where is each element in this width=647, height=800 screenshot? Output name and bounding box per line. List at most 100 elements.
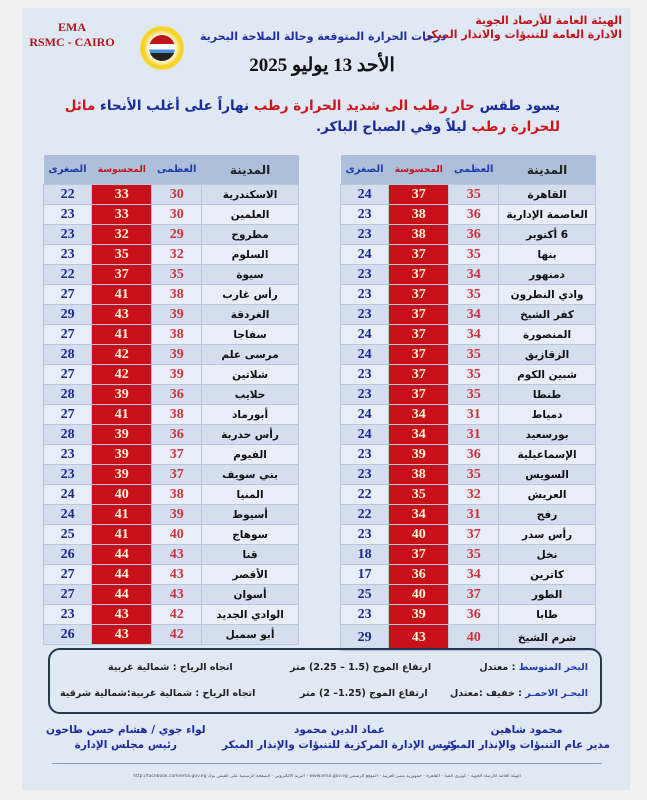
cell-feels: 40 (388, 524, 450, 545)
cell-max: 35 (448, 184, 500, 205)
table-row: السويس 35 38 23 (339, 464, 596, 485)
cell-max: 35 (448, 244, 500, 265)
cell-feels: 41 (91, 524, 153, 545)
cell-city: دمنهور (498, 264, 596, 285)
red-sea-state-value: : خفيف :معتدل (450, 688, 526, 699)
forecast-document: الهيئة العامة للأرصاد الجوية الادارة العا… (22, 8, 630, 790)
cell-feels: 37 (388, 364, 450, 385)
column-header-city: المدينة (201, 155, 299, 185)
table-row: رأس حدربة 36 39 28 (42, 424, 299, 445)
table-row: أبو سمبل 42 43 26 (42, 624, 299, 645)
cell-feels: 43 (91, 624, 153, 645)
cell-feels: 35 (388, 484, 450, 505)
table-row: شرم الشيخ 40 43 29 (339, 624, 596, 651)
cell-city: القاهرة (498, 184, 596, 205)
cell-city: شلاتين (201, 364, 299, 385)
cell-min: 23 (339, 524, 390, 545)
cell-city: الطور (498, 584, 596, 605)
table-row: شبين الكوم 35 37 23 (339, 364, 596, 385)
cell-city: كاترين (498, 564, 596, 585)
cell-feels: 44 (91, 584, 153, 605)
table-row: الزقازيق 35 37 24 (339, 344, 596, 365)
subtitle: درجات الحرارة المتوقعة وحالة الملاحة الب… (200, 30, 447, 43)
cell-city: السلوم (201, 244, 299, 265)
cell-min: 22 (339, 504, 390, 525)
cell-city: طابا (498, 604, 596, 625)
cell-feels: 35 (91, 244, 153, 265)
cell-city: شبين الكوم (498, 364, 596, 385)
cell-feels: 40 (388, 584, 450, 605)
cell-min: 22 (339, 484, 390, 505)
cell-min: 23 (339, 204, 390, 225)
cell-min: 18 (339, 544, 390, 565)
med-wave-height: ارتفاع الموج (1.5 – 2.25) متر (290, 662, 432, 673)
table-row: دمنهور 34 37 23 (339, 264, 596, 285)
cell-max: 39 (151, 304, 203, 325)
cell-city: أبو سمبل (201, 624, 299, 645)
cell-max: 31 (448, 504, 500, 525)
cell-feels: 39 (91, 444, 153, 465)
weather-summary: يسود طقس حار رطب الى شديد الحرارة رطب نه… (40, 96, 560, 138)
cell-city: الغردقة (201, 304, 299, 325)
cell-max: 34 (448, 564, 500, 585)
cell-min: 23 (42, 464, 93, 485)
org-line-1: الهيئة العامة للأرصاد الجوية (475, 14, 622, 27)
cell-city: أسيوط (201, 504, 299, 525)
cell-max: 29 (151, 224, 203, 245)
red-wind-direction: اتجاه الرياح : شمالية غربية:شمالية شرقية (60, 688, 256, 699)
ema-logo-icon (140, 26, 184, 70)
cell-min: 22 (42, 264, 93, 285)
column-header-city: المدينة (498, 155, 596, 185)
med-sea-name: البحر المتوسط (518, 662, 588, 673)
cell-feels: 37 (388, 344, 450, 365)
cell-max: 36 (448, 604, 500, 625)
org-line-2: الادارة العامة للتنبؤات والانذار المبكر (424, 28, 622, 41)
cell-min: 27 (42, 284, 93, 305)
cell-min: 23 (42, 244, 93, 265)
table-row: 6 أكتوبر 36 38 23 (339, 224, 596, 245)
cell-city: 6 أكتوبر (498, 224, 596, 245)
cell-min: 25 (42, 524, 93, 545)
cell-max: 36 (151, 384, 203, 405)
cell-city: العلمين (201, 204, 299, 225)
table-row: الاسكندرية 30 33 22 (42, 184, 299, 205)
cell-city: الزقازيق (498, 344, 596, 365)
cell-max: 39 (151, 344, 203, 365)
table-row: بنها 35 37 24 (339, 244, 596, 265)
cell-max: 39 (151, 364, 203, 385)
red-sea-state: البحـر الاحمـر : خفيف :معتدل (450, 688, 588, 699)
cell-max: 38 (151, 484, 203, 505)
cell-feels: 32 (91, 224, 153, 245)
cell-city: رفح (498, 504, 596, 525)
table-row: بني سويف 37 39 23 (42, 464, 299, 485)
cell-feels: 43 (91, 604, 153, 625)
med-sea-state-value: : معتدل (479, 662, 519, 673)
signature-3: لواء جوي / هشام حسن طاحون رئيس مجلس الإدا… (46, 723, 206, 753)
cell-city: رأس حدربة (201, 424, 299, 445)
cell-city: طنطا (498, 384, 596, 405)
cell-max: 38 (151, 404, 203, 425)
ema-text: EMA (58, 20, 86, 34)
cell-feels: 39 (91, 424, 153, 445)
cell-feels: 37 (388, 324, 450, 345)
table-row: نخل 35 37 18 (339, 544, 596, 565)
table-row: كاترين 34 36 17 (339, 564, 596, 585)
cell-min: 26 (42, 544, 93, 565)
cell-min: 23 (339, 304, 390, 325)
cell-max: 43 (151, 564, 203, 585)
cell-max: 35 (448, 384, 500, 405)
cell-min: 23 (42, 604, 93, 625)
cell-max: 34 (448, 304, 500, 325)
red-wave-height: ارتفاع الموج (1.25– 2) متر (300, 688, 428, 699)
cell-min: 23 (339, 224, 390, 245)
left-temperature-table: المدينة العظمى المحسوسة الصغرى الاسكندرية 30 3… (42, 155, 299, 645)
cell-city: السويس (498, 464, 596, 485)
cell-max: 36 (448, 224, 500, 245)
cell-city: وادي النطرون (498, 284, 596, 305)
cell-min: 27 (42, 584, 93, 605)
table-row: سفاجا 38 41 27 (42, 324, 299, 345)
cell-feels: 37 (388, 244, 450, 265)
cell-min: 24 (339, 244, 390, 265)
table-row: المنيا 38 40 24 (42, 484, 299, 505)
red-sea-name: البحـر الاحمـر (525, 688, 588, 699)
